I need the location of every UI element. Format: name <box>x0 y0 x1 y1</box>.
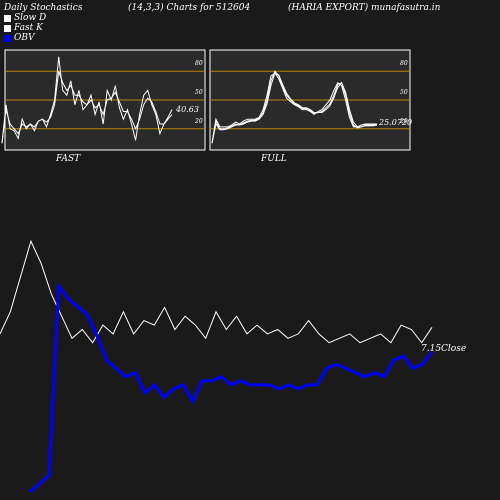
legend-item-obv: OBV <box>4 33 46 43</box>
full-level-label-50: 50 <box>400 89 408 96</box>
price-series-line <box>0 239 433 344</box>
legend-swatch-obv <box>4 34 11 42</box>
legend-label-slow-d: Slow D <box>14 13 47 23</box>
legend-label-fast-k: Fast K <box>14 23 43 33</box>
fast-level-label-50: 50 <box>195 89 203 96</box>
legend-item-slow-d: Slow D <box>4 13 46 23</box>
legend: Slow D Fast K OBV <box>4 13 46 43</box>
fast-level-label-20: 20 <box>194 118 203 125</box>
legend-swatch-fast-k <box>4 24 11 32</box>
obv-series-line <box>29 282 434 493</box>
full-panel: 80 50 20 25.0720 FULL <box>209 49 412 164</box>
fast-level-label-80: 80 <box>195 60 203 67</box>
fast-panel-label: FAST <box>55 154 81 164</box>
close-value-label: 7.15Close <box>421 344 466 354</box>
chart-title-center: (14,3,3) Charts for 512604 <box>128 3 251 13</box>
full-current-value: 25.0720 <box>378 118 412 127</box>
legend-label-obv: OBV <box>14 33 35 43</box>
price-obv-panel: 7.15Close <box>0 239 466 493</box>
full-series-line-0 <box>211 72 377 144</box>
full-level-label-20: 20 <box>399 118 408 125</box>
legend-item-fast-k: Fast K <box>4 23 46 33</box>
full-series-line-2 <box>211 72 378 144</box>
fast-panel: 80 50 20 40.63 FAST <box>1 49 206 164</box>
full-panel-label: FULL <box>260 154 287 164</box>
fast-series-line-1 <box>1 71 173 144</box>
close-value: 7.15 <box>421 344 441 354</box>
legend-swatch-slow-d <box>4 14 11 22</box>
chart-title-right: (HARIA EXPORT) munafasutra.in <box>288 3 441 13</box>
full-level-label-80: 80 <box>400 60 408 67</box>
close-suffix: Close <box>441 344 466 354</box>
chart-title-left: Daily Stochastics <box>4 3 83 13</box>
fast-current-value: 40.63 <box>175 105 199 114</box>
